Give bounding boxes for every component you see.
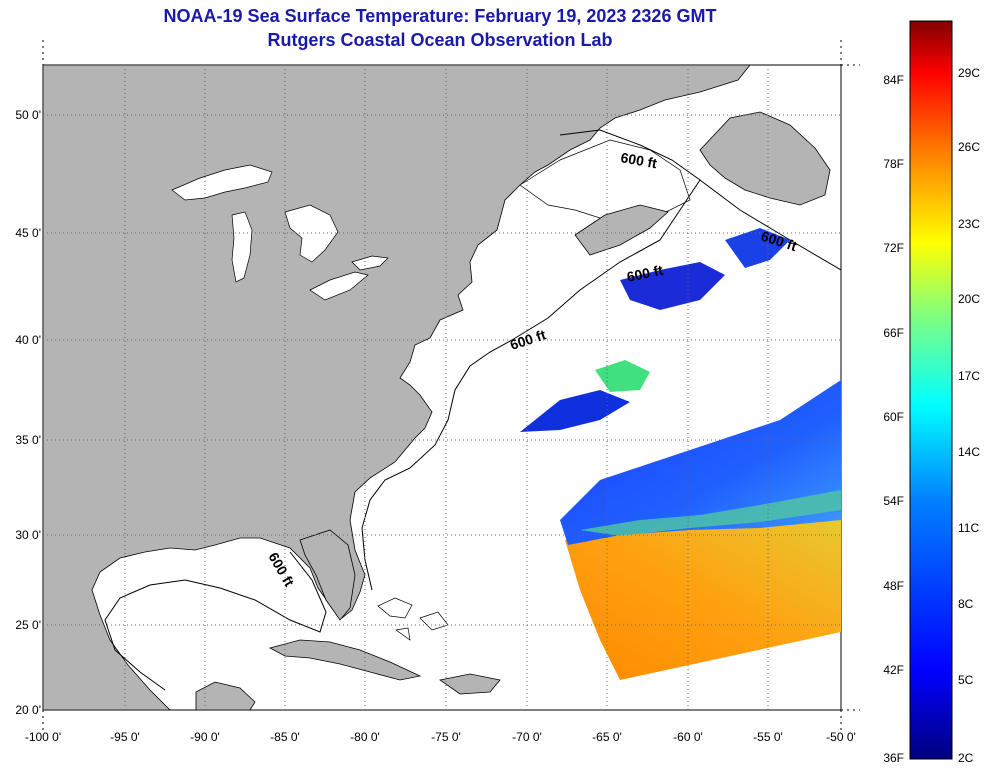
lon-label: -60 0' <box>673 730 703 744</box>
hispaniola <box>439 673 501 695</box>
lat-label: 25 0' <box>15 618 41 632</box>
colorbar-f-label: 72F <box>883 241 904 255</box>
graticule <box>43 65 841 710</box>
lon-label: -65 0' <box>592 730 622 744</box>
lake-erie <box>309 271 369 301</box>
colorbar-c-label: 5C <box>958 673 974 687</box>
longitude-labels: -100 0' -95 0' -90 0' -85 0' -80 0' -75 … <box>25 730 856 744</box>
lon-label: -80 0' <box>350 730 380 744</box>
nova-scotia <box>574 204 669 256</box>
lon-label: -50 0' <box>826 730 856 744</box>
lon-label: -55 0' <box>753 730 783 744</box>
lake-michigan <box>231 211 253 283</box>
600ft-contour-shelf <box>361 179 701 591</box>
lon-label: -75 0' <box>431 730 461 744</box>
colorbar-f-label: 60F <box>883 410 904 424</box>
lon-label: -95 0' <box>110 730 140 744</box>
colorbar-fahrenheit-labels: 84F 78F 72F 66F 60F 54F 48F 42F 36F <box>883 73 904 765</box>
yucatan <box>195 681 256 710</box>
colorbar-c-label: 8C <box>958 597 974 611</box>
colorbar-c-label: 11C <box>958 521 979 535</box>
lat-label: 35 0' <box>15 433 41 447</box>
contour-label-3: 600 ft <box>625 262 664 285</box>
contour-label-1: 600 ft <box>619 149 658 171</box>
map-subtitle: Rutgers Coastal Ocean Observation Lab <box>267 30 613 50</box>
lon-label: -70 0' <box>512 730 542 744</box>
colorbar-c-label: 20C <box>958 292 980 306</box>
lon-label: -90 0' <box>190 730 220 744</box>
map-title: NOAA-19 Sea Surface Temperature: Februar… <box>163 6 717 26</box>
colorbar <box>909 20 953 760</box>
sst-gulf-stream-eddy <box>595 360 650 392</box>
sst-cold-patch-scotian <box>725 228 790 268</box>
600ft-contour-gulf <box>104 551 327 691</box>
colorbar-c-label: 26C <box>958 140 980 154</box>
colorbar-c-label: 29C <box>958 66 980 80</box>
colorbar-f-label: 54F <box>883 494 904 508</box>
lat-label: 40 0' <box>15 333 41 347</box>
colorbar-c-label: 2C <box>958 751 974 765</box>
sst-cold-patch-gom <box>620 262 725 310</box>
gulf-of-st-lawrence <box>519 139 691 223</box>
colorbar-f-label: 84F <box>883 73 904 87</box>
lat-label: 45 0' <box>15 226 41 240</box>
lon-label: -85 0' <box>270 730 300 744</box>
colorbar-f-label: 78F <box>883 157 904 171</box>
lat-label: 50 0' <box>15 108 41 122</box>
colorbar-f-label: 42F <box>883 663 904 677</box>
florida <box>299 529 356 621</box>
cuba <box>268 639 422 681</box>
lake-superior <box>171 164 273 201</box>
lon-label: -100 0' <box>25 730 61 744</box>
sst-swath <box>520 228 841 680</box>
colorbar-c-label: 17C <box>958 369 980 383</box>
600ft-contour-atlantic <box>559 129 841 271</box>
sst-warm-region <box>565 520 841 680</box>
colorbar-celsius-labels: 29C 26C 23C 20C 17C 14C 11C 8C 5C 2C <box>958 66 980 765</box>
newfoundland <box>699 111 831 206</box>
colorbar-f-label: 66F <box>883 326 904 340</box>
north-america-land <box>43 65 751 710</box>
colorbar-c-label: 14C <box>958 445 980 459</box>
sst-green-band <box>580 490 841 536</box>
lake-ontario <box>351 255 389 271</box>
frame-ticks <box>42 40 860 730</box>
lat-label: 30 0' <box>15 528 41 542</box>
sst-cold-patch-north <box>520 390 630 432</box>
colorbar-f-label: 48F <box>883 579 904 593</box>
colorbar-c-label: 23C <box>958 217 980 231</box>
latitude-labels: 50 0' 45 0' 40 0' 35 0' 30 0' 25 0' 20 0… <box>15 108 41 717</box>
colorbar-f-label: 36F <box>883 751 904 765</box>
lat-label: 20 0' <box>15 703 41 717</box>
